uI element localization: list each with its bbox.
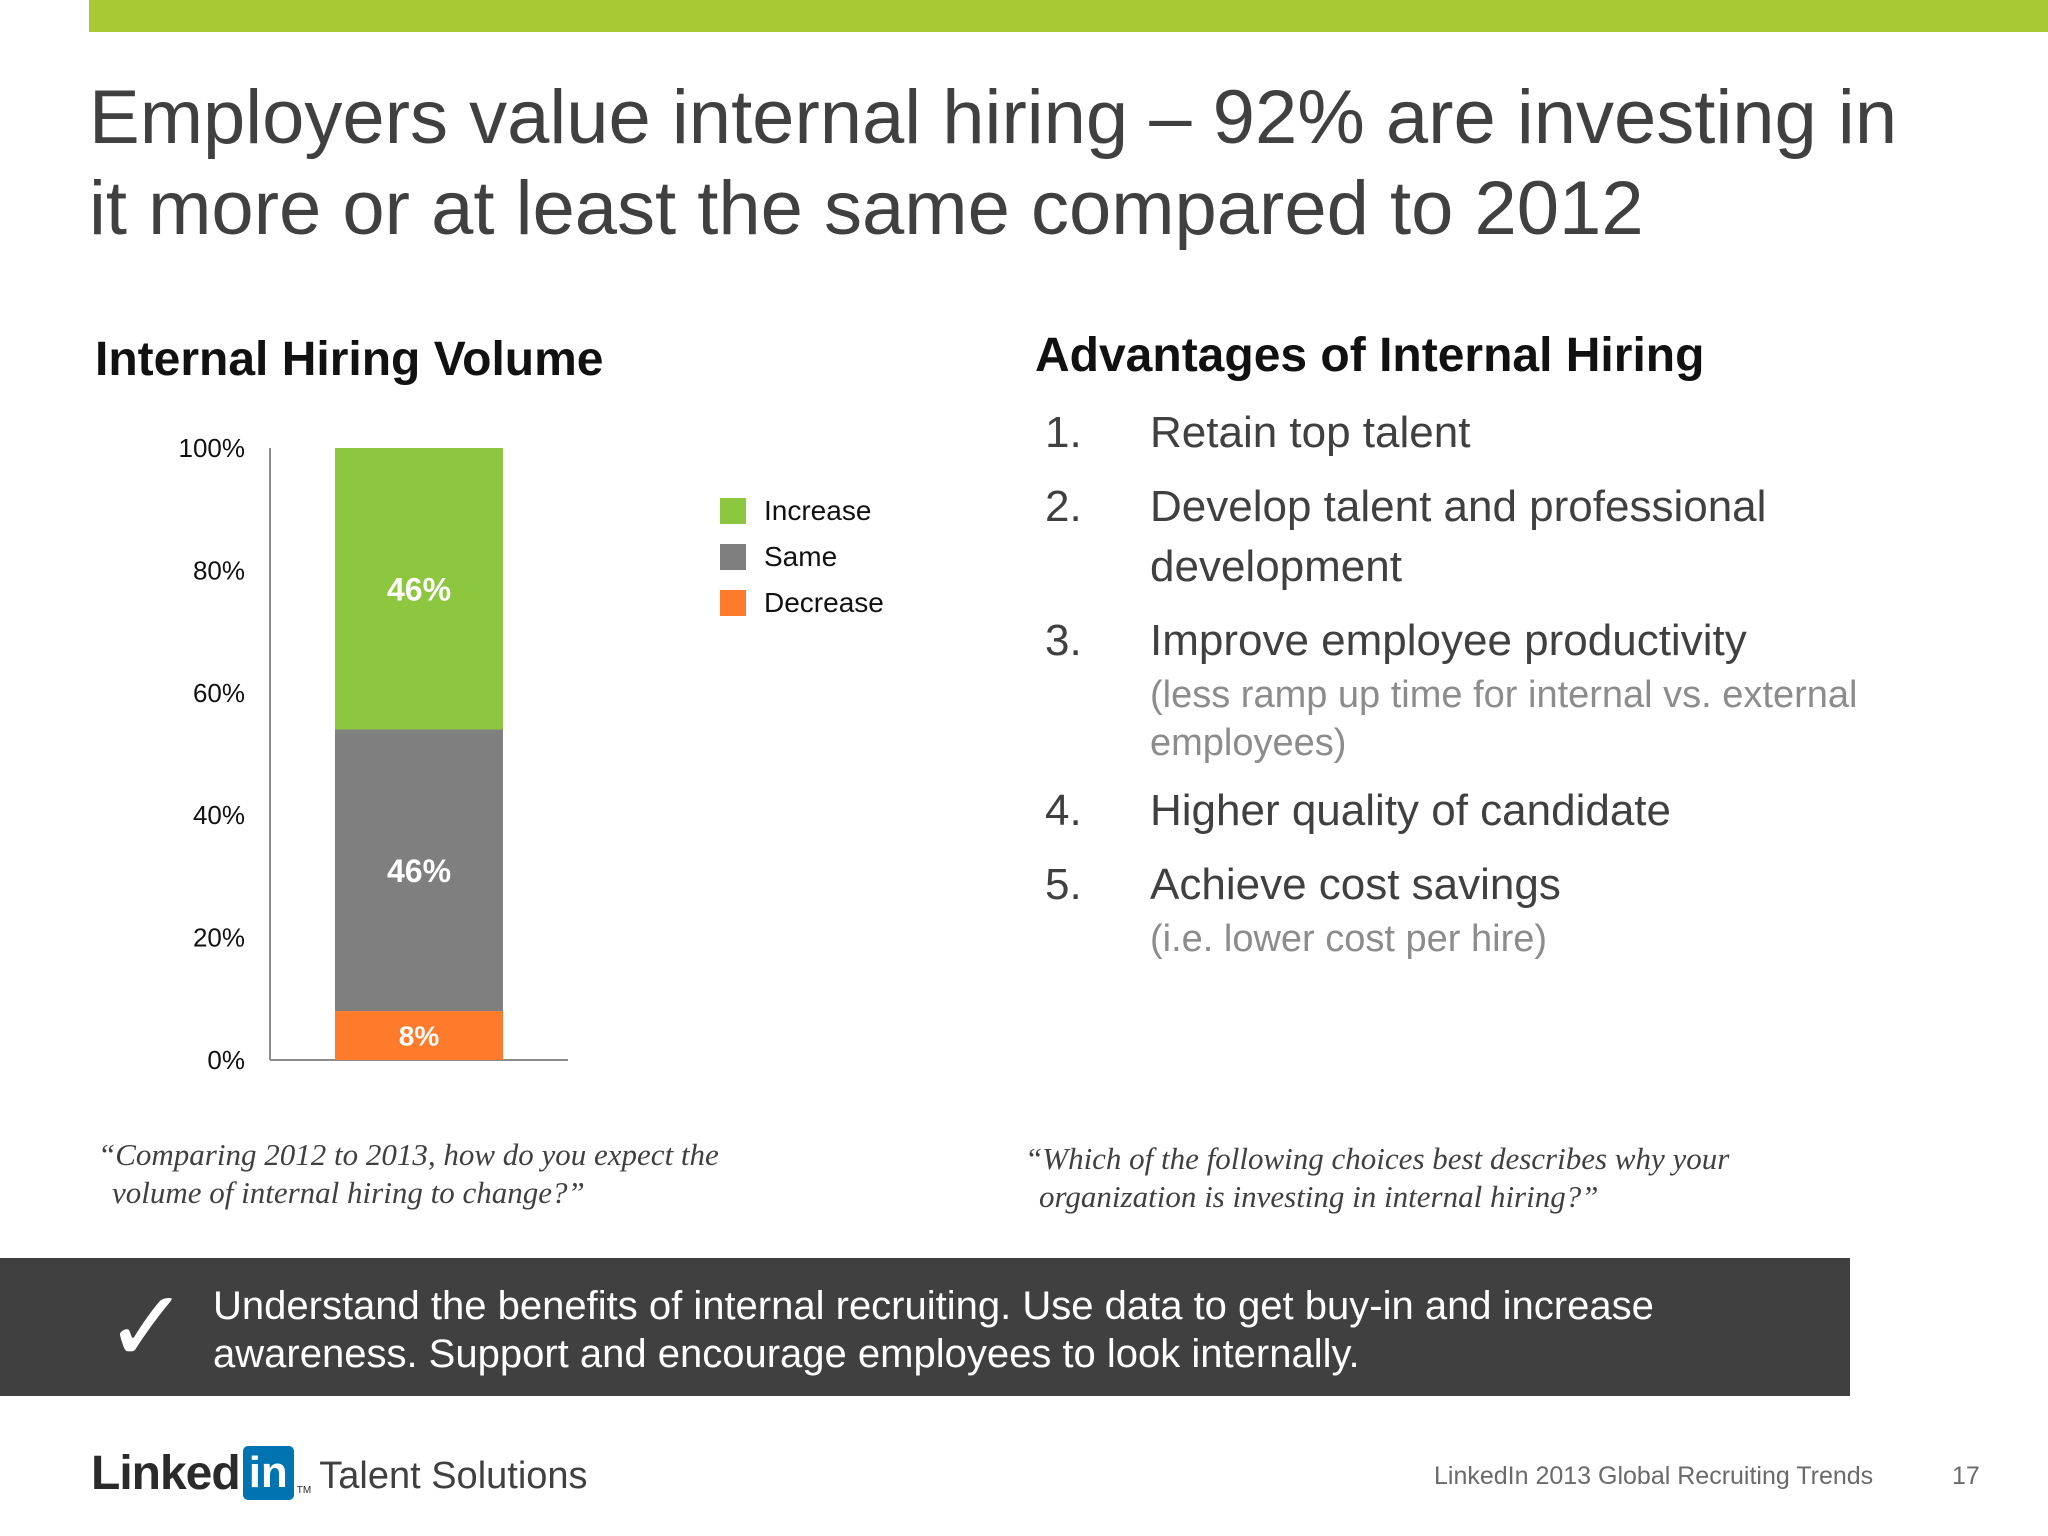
advantage-item: 5. Achieve cost savings (i.e. lower cost p… [1045, 855, 1945, 963]
advantage-item: 4. Higher quality of candidate [1045, 781, 1945, 841]
advantage-number: 2. [1045, 482, 1082, 531]
advantage-item: 2. Develop talent and professional develo… [1045, 477, 1945, 597]
key-takeaway-text: Understand the benefits of internal recr… [213, 1282, 1813, 1378]
advantage-text: Achieve cost savings [1150, 860, 1561, 909]
key-takeaway-line-1: Understand the benefits of internal recr… [213, 1284, 1654, 1328]
advantage-number: 3. [1045, 616, 1082, 665]
chart-question-line-2: volume of internal hiring to change?” [112, 1175, 585, 1210]
advantage-text: Higher quality of candidate [1150, 786, 1671, 835]
advantage-text: Develop talent and professional developm… [1150, 482, 1767, 591]
advantage-item: 3. Improve employee productivity (less ram… [1045, 611, 1945, 767]
legend-item: Increase [720, 488, 884, 534]
advantage-text: Improve employee productivity [1150, 616, 1747, 665]
y-tick-label: 0% [207, 1045, 245, 1075]
internal-hiring-volume-chart: 0% 20% 40% 60% 80% 100% 8% 46% 46% [179, 433, 568, 1075]
legend-label: Increase [764, 495, 872, 526]
logo-talent-solutions: Talent Solutions [319, 1455, 588, 1497]
y-tick-label: 80% [193, 555, 245, 585]
page-number: 17 [1952, 1462, 1980, 1490]
chart-survey-question: “Comparing 2012 to 2013, how do you expe… [98, 1136, 719, 1212]
legend-swatch [720, 544, 746, 570]
advantage-number: 5. [1045, 860, 1082, 909]
chart-legend: Increase Same Decrease [720, 488, 884, 626]
y-tick-label: 60% [193, 678, 245, 708]
advantages-title: Advantages of Internal Hiring [1035, 329, 1705, 382]
advantages-question-line-2: organization is investing in internal hi… [1039, 1179, 1599, 1214]
page-title-line-2: it more or at least the same compared to… [89, 166, 1644, 251]
legend-label: Decrease [764, 587, 884, 618]
y-tick-label: 40% [193, 800, 245, 830]
legend-swatch [720, 498, 746, 524]
checkmark-icon: ✓ [105, 1271, 189, 1383]
advantage-note: (less ramp up time for internal vs. exte… [1150, 674, 1858, 764]
chart-question-line-1: “Comparing 2012 to 2013, how do you expe… [98, 1137, 719, 1172]
advantages-question-line-1: “Which of the following choices best des… [1025, 1141, 1730, 1176]
key-takeaway-line-2: awareness. Support and encourage employe… [213, 1332, 1360, 1376]
advantages-survey-question: “Which of the following choices best des… [1025, 1140, 1729, 1216]
legend-swatch [720, 590, 746, 616]
logo-linked-wordmark: Linked [91, 1447, 241, 1500]
y-tick-label: 20% [193, 923, 245, 953]
advantage-number: 4. [1045, 786, 1082, 835]
top-accent-bar [89, 0, 2048, 32]
data-label-decrease: 8% [399, 1021, 440, 1052]
footer-report-name: LinkedIn 2013 Global Recruiting Trends [1434, 1462, 1874, 1490]
key-takeaway-banner: ✓ Understand the benefits of internal re… [0, 1258, 1850, 1396]
page-title: Employers value internal hiring – 92% ar… [89, 72, 1989, 254]
advantage-note: (i.e. lower cost per hire) [1150, 918, 1548, 960]
logo-in-badge: in [242, 1446, 294, 1500]
logo-trademark: TM [296, 1485, 312, 1496]
page-title-line-1: Employers value internal hiring – 92% ar… [89, 75, 1898, 160]
bar-segment-increase [335, 448, 503, 730]
data-label-increase: 46% [387, 571, 451, 607]
bar-segment-decrease [335, 1011, 503, 1060]
chart-title: Internal Hiring Volume [95, 333, 604, 386]
legend-item: Decrease [720, 580, 884, 626]
legend-label: Same [764, 541, 838, 572]
data-label-same: 46% [387, 853, 451, 889]
advantage-item: 1. Retain top talent [1045, 403, 1945, 463]
y-tick-label: 100% [179, 433, 246, 463]
bar-segment-same [335, 729, 503, 1012]
advantage-text: Retain top talent [1150, 408, 1471, 457]
advantage-number: 1. [1045, 408, 1082, 457]
linkedin-talent-solutions-logo: Linked in TM Talent Solutions [91, 1444, 588, 1500]
legend-item: Same [720, 534, 884, 580]
advantages-list: 1. Retain top talent 2. Develop talent and … [1045, 403, 1945, 977]
